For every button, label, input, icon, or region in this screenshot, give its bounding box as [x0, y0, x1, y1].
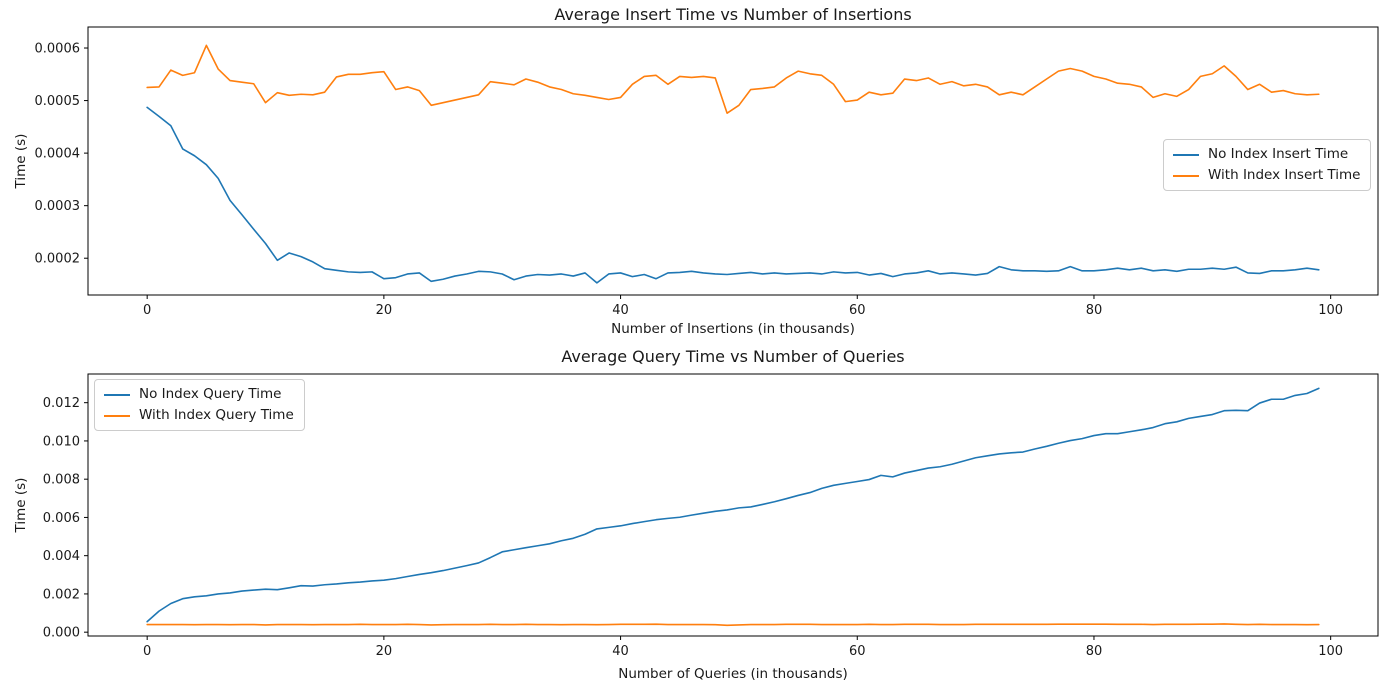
- x-tick-label: 20: [376, 303, 393, 318]
- no-index-insert-line-sample: [1173, 153, 1199, 156]
- y-tick-label: 0.0002: [35, 252, 81, 267]
- y-tick-label: 0.010: [43, 434, 80, 449]
- y-tick-label: 0.004: [43, 549, 80, 564]
- x-tick-label: 0: [143, 644, 151, 659]
- x-tick-label: 80: [1086, 303, 1103, 318]
- x-tick-label: 60: [849, 644, 866, 659]
- query-chart-title: Average Query Time vs Number of Queries: [561, 347, 905, 366]
- y-tick-label: 0.0003: [35, 199, 81, 214]
- with-index-insert-line-sample: [1173, 174, 1199, 177]
- insert-chart-title: Average Insert Time vs Number of Inserti…: [554, 5, 912, 24]
- x-tick-label: 40: [612, 303, 629, 318]
- series-line-no-index-insert-time: [146, 106, 1320, 284]
- insert-time-chart-canvas: 0 20 40 60 80 100 0.0002 0.0003 0.0004 0.0005 0.00…: [35, 26, 1379, 318]
- query-chart-legend: No Index Query Time With Index Query Tim…: [94, 379, 305, 431]
- query-time-chart-canvas: 0 20 40 60 80 100 0.000 0.002 0.004 0.006 0.008 0.0…: [43, 373, 1379, 659]
- series-line-with-index-query-time: [146, 623, 1320, 627]
- x-tick-label: 60: [849, 303, 866, 318]
- insert-chart-xlabel: Number of Insertions (in thousands): [611, 321, 855, 337]
- x-tick-label: 100: [1318, 303, 1343, 318]
- x-tick-label: 100: [1318, 644, 1343, 659]
- y-tick-label: 0.008: [43, 473, 80, 488]
- x-tick-label: 20: [376, 644, 393, 659]
- plot-border: [87, 26, 1379, 296]
- y-tick-label: 0.000: [43, 626, 80, 641]
- legend-label-no-index-query: No Index Query Time: [139, 386, 282, 402]
- y-tick-label: 0.0005: [35, 94, 81, 109]
- y-tick-label: 0.006: [43, 511, 80, 526]
- y-tick-label: 0.0006: [35, 42, 81, 57]
- x-tick-label: 40: [612, 644, 629, 659]
- legend-label-with-index-insert: With Index Insert Time: [1208, 167, 1361, 183]
- with-index-query-line-sample: [104, 414, 130, 417]
- y-tick-label: 0.002: [43, 587, 80, 602]
- series-line-with-index-insert-time: [146, 44, 1320, 114]
- legend-entry-no-index-insert: No Index Insert Time: [1173, 146, 1360, 163]
- legend-entry-no-index-query: No Index Query Time: [104, 386, 294, 403]
- legend-label-with-index-query: With Index Query Time: [139, 407, 294, 423]
- plot-border: [87, 373, 1379, 637]
- legend-label-no-index-insert: No Index Insert Time: [1208, 146, 1349, 162]
- y-tick-label: 0.012: [43, 396, 80, 411]
- legend-entry-with-index-insert: With Index Insert Time: [1173, 167, 1360, 184]
- x-tick-label: 0: [143, 303, 151, 318]
- x-tick-label: 80: [1086, 644, 1103, 659]
- y-tick-label: 0.0004: [35, 147, 81, 162]
- insert-chart-legend: No Index Insert Time With Index Insert T…: [1163, 139, 1372, 191]
- legend-entry-with-index-query: With Index Query Time: [104, 407, 294, 424]
- no-index-query-line-sample: [104, 393, 130, 396]
- query-chart-xlabel: Number of Queries (in thousands): [618, 666, 848, 682]
- series-line-no-index-query-time: [146, 387, 1320, 623]
